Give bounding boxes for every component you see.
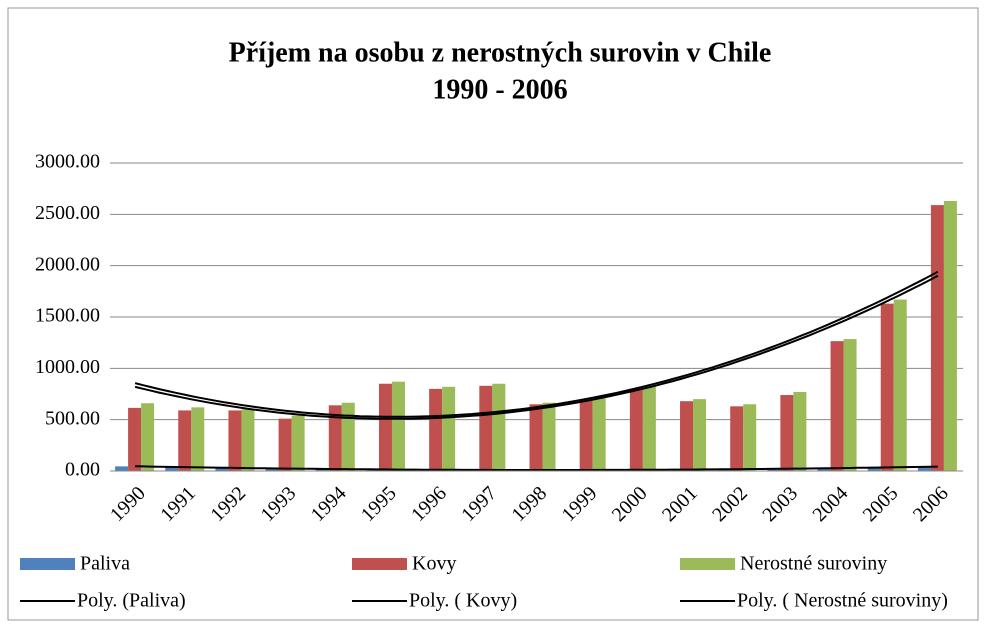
bar xyxy=(191,407,205,471)
bar xyxy=(843,339,857,471)
bar xyxy=(429,388,443,471)
bar xyxy=(341,402,355,471)
bar xyxy=(492,383,506,471)
bar xyxy=(793,391,807,471)
bar xyxy=(930,205,944,472)
bar xyxy=(228,410,242,471)
bar xyxy=(767,468,781,471)
legend-swatch xyxy=(352,558,407,570)
bar xyxy=(291,415,305,471)
y-tick-label: 2500.00 xyxy=(35,202,100,224)
bar xyxy=(265,468,279,471)
legend-label: Nerostné suroviny xyxy=(740,553,887,575)
bar xyxy=(629,388,643,471)
bar xyxy=(141,403,155,471)
bar xyxy=(378,383,392,471)
legend-label: Poly. ( Kovy) xyxy=(409,590,517,612)
bar xyxy=(680,401,694,471)
bar xyxy=(579,400,593,471)
bar xyxy=(880,303,894,471)
bar xyxy=(830,341,844,471)
legend-label: Poly. (Paliva) xyxy=(77,590,186,612)
y-tick-label: 1000.00 xyxy=(35,356,100,378)
bar xyxy=(867,466,881,471)
bar xyxy=(178,410,192,471)
y-tick-label: 500.00 xyxy=(45,407,100,429)
bar xyxy=(943,200,957,471)
bar xyxy=(817,468,831,471)
bar xyxy=(730,406,744,471)
bar xyxy=(442,386,456,471)
legend-label: Poly. ( Nerostné suroviny) xyxy=(737,590,948,612)
chart-border xyxy=(7,7,979,621)
y-tick-label: 0.00 xyxy=(65,459,100,481)
trendline xyxy=(134,270,939,418)
legend-swatch xyxy=(20,558,75,570)
bar xyxy=(391,381,405,471)
y-tick-label: 3000.00 xyxy=(35,151,100,173)
trendline xyxy=(135,465,938,471)
legend-swatch xyxy=(680,558,735,570)
bar xyxy=(542,402,556,471)
bar xyxy=(215,467,229,471)
bar xyxy=(529,404,543,471)
bar xyxy=(479,385,493,471)
legend-label: Kovy xyxy=(412,553,456,575)
bar xyxy=(328,405,342,471)
chart-title: Příjem na osobu z nerostných surovin v C… xyxy=(229,37,772,68)
y-tick-label: 1500.00 xyxy=(35,305,100,327)
bar xyxy=(128,407,142,471)
chart-subtitle: 1990 - 2006 xyxy=(432,74,567,105)
y-tick-label: 2000.00 xyxy=(35,253,100,275)
bar xyxy=(241,409,255,471)
bar xyxy=(315,468,329,471)
bar xyxy=(780,395,794,471)
bar xyxy=(693,399,707,471)
bar xyxy=(592,398,606,471)
bar xyxy=(917,466,931,471)
bar xyxy=(278,418,292,471)
bar xyxy=(165,467,179,471)
legend-label: Paliva xyxy=(80,553,130,575)
bar xyxy=(642,386,656,471)
bar xyxy=(893,299,907,471)
bar xyxy=(115,466,129,471)
trendline xyxy=(134,274,939,420)
bar xyxy=(743,404,757,471)
